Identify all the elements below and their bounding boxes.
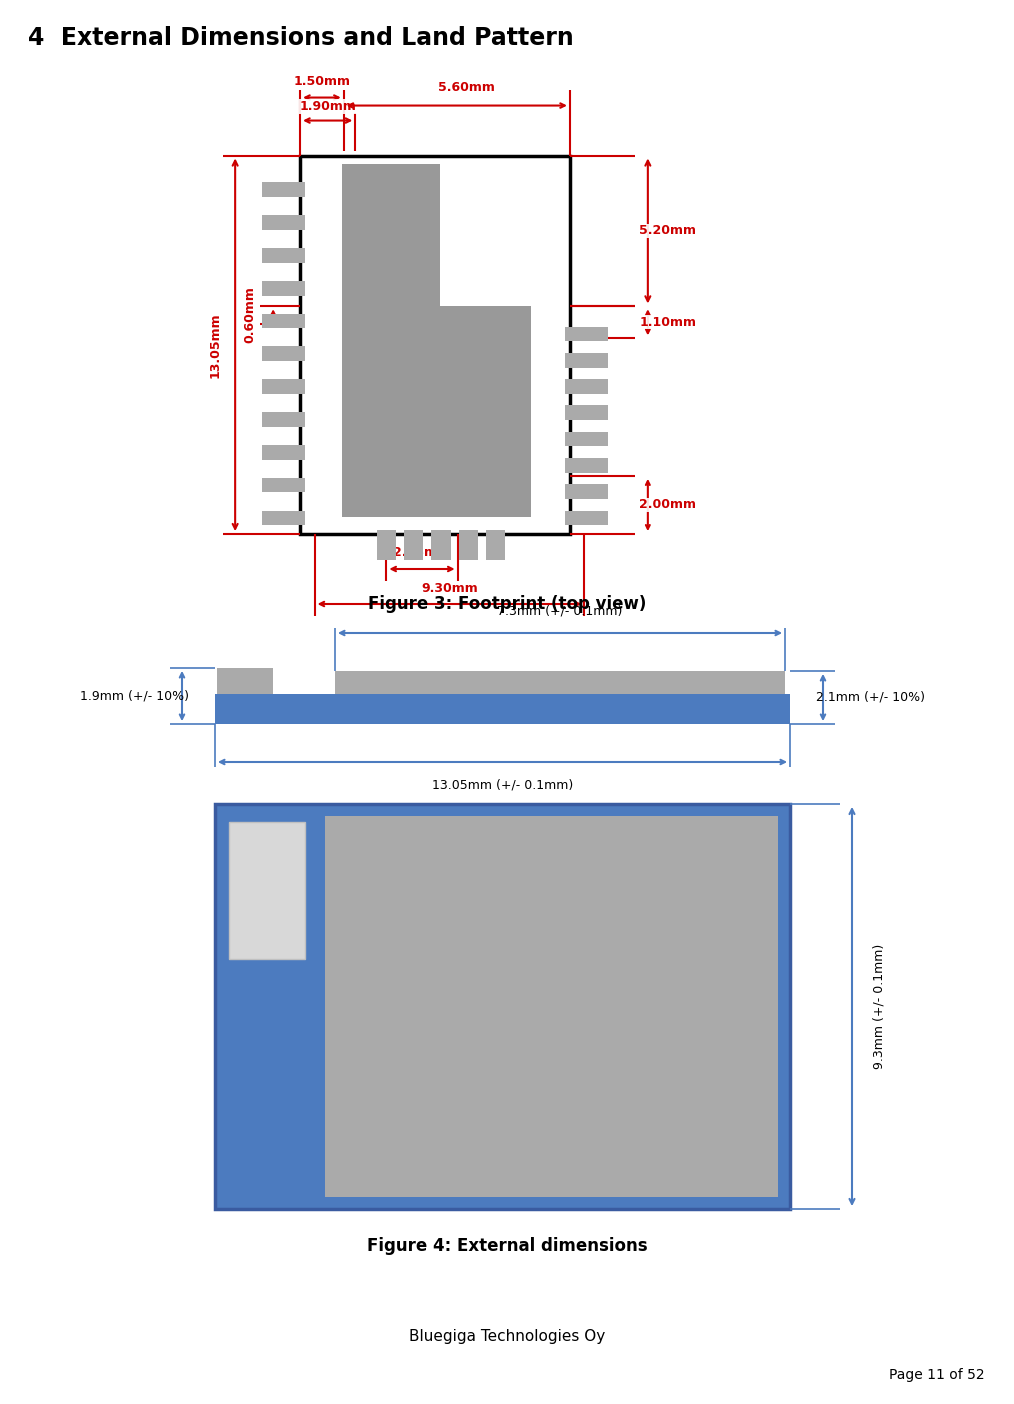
- Bar: [342, 306, 531, 517]
- Text: Figure 3: Footprint (top view): Figure 3: Footprint (top view): [368, 595, 646, 614]
- Bar: [262, 313, 305, 329]
- Bar: [565, 431, 608, 446]
- Bar: [262, 511, 305, 525]
- Bar: [229, 821, 305, 959]
- Bar: [215, 694, 790, 724]
- Text: 2.1mm (+/- 10%): 2.1mm (+/- 10%): [815, 691, 925, 703]
- Bar: [377, 529, 396, 560]
- Bar: [262, 215, 305, 230]
- Bar: [565, 327, 608, 341]
- Text: 1.10mm: 1.10mm: [640, 316, 697, 329]
- Bar: [262, 281, 305, 295]
- Text: 13.05mm: 13.05mm: [209, 312, 222, 378]
- Text: 1.50mm: 1.50mm: [293, 74, 351, 88]
- Bar: [486, 529, 505, 560]
- Text: 1.90mm: 1.90mm: [299, 100, 356, 114]
- Text: 0.60mm: 0.60mm: [243, 286, 257, 344]
- Bar: [565, 379, 608, 395]
- Bar: [262, 411, 305, 427]
- Text: 9.30mm: 9.30mm: [421, 581, 478, 594]
- Bar: [431, 529, 450, 560]
- Text: 5.20mm: 5.20mm: [640, 225, 697, 237]
- Bar: [458, 529, 478, 560]
- Bar: [565, 511, 608, 525]
- Bar: [335, 671, 785, 694]
- Text: 13.05mm (+/- 0.1mm): 13.05mm (+/- 0.1mm): [432, 778, 573, 790]
- Bar: [565, 352, 608, 368]
- Bar: [262, 249, 305, 263]
- Bar: [565, 458, 608, 473]
- Text: 7.3mm (+/- 0.1mm): 7.3mm (+/- 0.1mm): [497, 605, 623, 618]
- Bar: [262, 379, 305, 395]
- Text: Page 11 of 52: Page 11 of 52: [889, 1367, 985, 1382]
- Bar: [262, 445, 305, 459]
- Bar: [342, 164, 440, 306]
- Text: 1.9mm (+/- 10%): 1.9mm (+/- 10%): [80, 689, 190, 702]
- Bar: [217, 668, 273, 694]
- Bar: [565, 484, 608, 498]
- Bar: [262, 183, 305, 197]
- Bar: [565, 406, 608, 420]
- Text: 2.45mm: 2.45mm: [393, 546, 450, 560]
- Bar: [215, 804, 790, 1209]
- Text: 2.00mm: 2.00mm: [640, 498, 697, 511]
- Bar: [262, 347, 305, 361]
- Text: 4  External Dimensions and Land Pattern: 4 External Dimensions and Land Pattern: [28, 27, 574, 51]
- Text: Figure 4: External dimensions: Figure 4: External dimensions: [367, 1237, 647, 1255]
- Text: 5.60mm: 5.60mm: [438, 81, 495, 94]
- Bar: [405, 529, 423, 560]
- Bar: [325, 816, 778, 1198]
- Bar: [262, 477, 305, 493]
- Text: Bluegiga Technologies Oy: Bluegiga Technologies Oy: [409, 1328, 605, 1344]
- Bar: [300, 156, 570, 534]
- Text: 9.3mm (+/- 0.1mm): 9.3mm (+/- 0.1mm): [872, 943, 885, 1068]
